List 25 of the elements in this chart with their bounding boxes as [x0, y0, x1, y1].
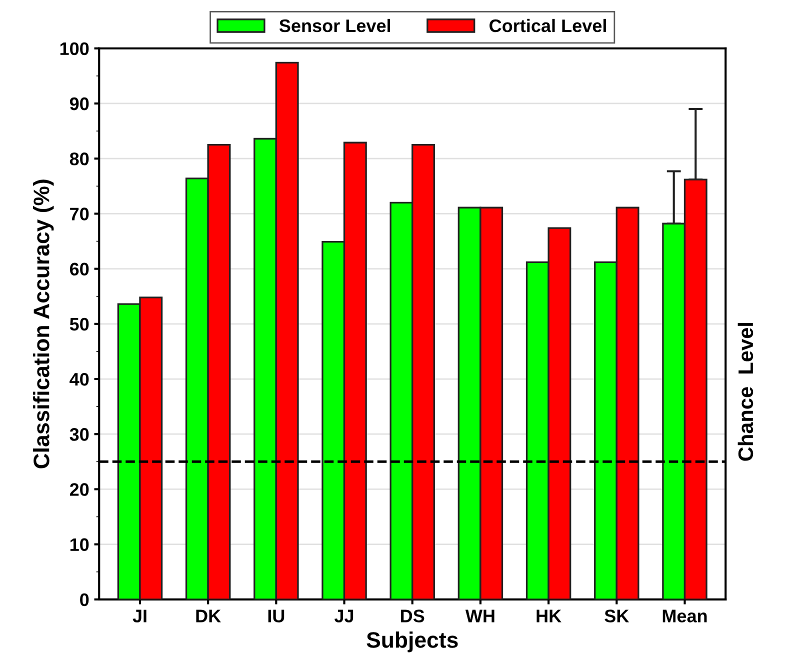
- y-tick-label: 80: [70, 152, 89, 166]
- x-tick-label: IU: [268, 610, 284, 622]
- x-tick-label: DS: [401, 610, 424, 622]
- y-tick-label: 40: [70, 372, 89, 386]
- ref-line-label: Chance Level: [738, 323, 754, 461]
- y-tick-label: 60: [70, 262, 89, 276]
- x-tick-label: HK: [536, 610, 562, 622]
- x-tick-label: JJ: [334, 610, 354, 622]
- y-tick-label: 0: [80, 593, 89, 606]
- y-tick-label: 50: [70, 318, 89, 331]
- y-tick-label: 10: [70, 538, 89, 552]
- y-tick-label: 30: [70, 428, 89, 441]
- y-tick-label: 100: [60, 42, 89, 56]
- x-tick-label: JI: [132, 610, 146, 622]
- y-axis-title: Classification Accuracy (%): [33, 180, 54, 468]
- x-tick-label: Mean: [662, 610, 707, 622]
- x-tick-label: WH: [465, 610, 494, 622]
- x-tick-label: DK: [196, 610, 221, 622]
- x-tick-label: SK: [604, 610, 630, 622]
- y-tick-label: 90: [70, 97, 89, 110]
- y-tick-label: 70: [70, 208, 89, 220]
- legend-label: Sensor Level: [279, 18, 390, 32]
- x-axis-title: Subjects: [366, 632, 458, 652]
- legend-label: Cortical Level: [490, 18, 606, 32]
- y-tick-label: 20: [70, 483, 89, 496]
